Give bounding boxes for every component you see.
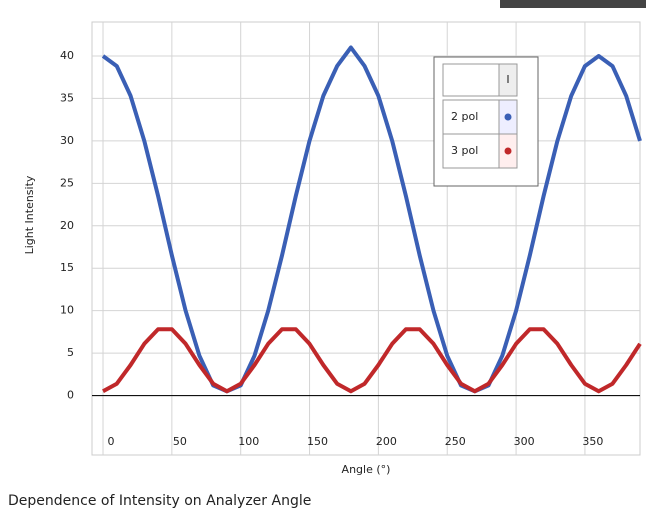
x-tick-label: 0 xyxy=(108,435,115,448)
y-tick-label: 10 xyxy=(60,304,74,317)
x-tick-label: 150 xyxy=(307,435,328,448)
x-axis-title: Angle (°) xyxy=(342,463,391,476)
legend-cell xyxy=(442,133,500,169)
legend-cell xyxy=(498,63,518,97)
legend-marker xyxy=(504,147,512,155)
y-tick-label: 5 xyxy=(67,346,74,359)
y-tick-label: 25 xyxy=(60,176,74,189)
y-tick-label: 20 xyxy=(60,219,74,232)
x-tick-label: 50 xyxy=(173,435,187,448)
legend-marker xyxy=(504,113,512,121)
top-strip xyxy=(500,0,646,8)
x-tick-label: 100 xyxy=(238,435,259,448)
legend-label: 2 pol xyxy=(451,110,478,123)
series-line xyxy=(102,327,642,394)
y-tick-label: 35 xyxy=(60,91,74,104)
legend-label: 3 pol xyxy=(451,144,478,157)
y-tick-label: 15 xyxy=(60,261,74,274)
x-tick-label: 350 xyxy=(582,435,603,448)
legend-cell xyxy=(442,99,500,135)
x-tick-label: 250 xyxy=(445,435,466,448)
plot-area xyxy=(91,21,641,456)
x-tick-label: 200 xyxy=(376,435,397,448)
legend-header: I xyxy=(506,73,509,86)
series-line xyxy=(101,45,642,394)
legend: I 2 pol 3 pol 2 pol xyxy=(433,56,539,187)
y-tick-label: 30 xyxy=(60,134,74,147)
y-axis-title: Light Intensity xyxy=(23,175,36,254)
y-tick-label: 40 xyxy=(60,49,74,62)
legend-cell xyxy=(442,63,500,97)
y-tick-label: 0 xyxy=(67,389,74,402)
x-tick-label: 300 xyxy=(514,435,535,448)
caption: Dependence of Intensity on Analyzer Angl… xyxy=(8,493,311,509)
